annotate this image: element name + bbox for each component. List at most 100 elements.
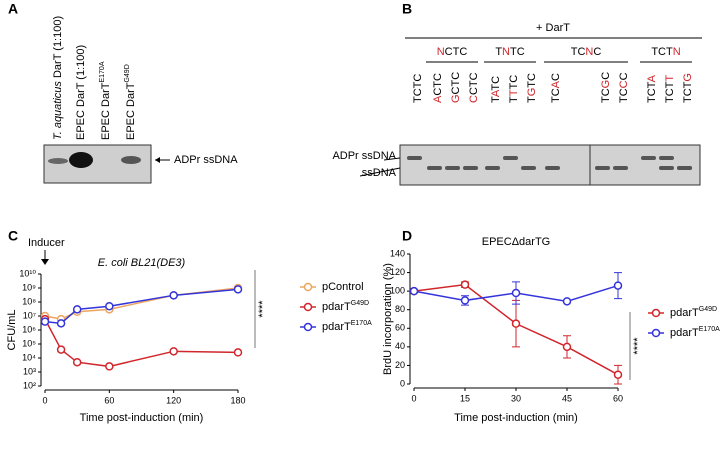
x-axis-label: Time post-induction (min) <box>80 412 204 424</box>
panel-letter: D <box>402 228 412 244</box>
gel-band <box>121 156 141 164</box>
gel-band <box>659 156 674 160</box>
y-tick-label: 10⁷ <box>23 310 36 320</box>
arrow <box>359 167 401 177</box>
x-tick-label: 60 <box>613 393 623 403</box>
data-point <box>409 286 419 296</box>
y-tick-label: 10² <box>23 380 36 390</box>
data-point <box>233 285 243 294</box>
y-axis-label: BrdU incorporation (%) <box>382 263 394 375</box>
y-tick-label: 60 <box>395 323 405 333</box>
legend-marker <box>651 328 661 338</box>
data-point <box>56 345 66 354</box>
y-tick-label: 40 <box>395 341 405 351</box>
group-label: TCTN <box>651 46 680 58</box>
y-tick-label: 10⁶ <box>22 324 36 334</box>
legend-sup: E170A <box>699 326 720 333</box>
gel-band <box>613 166 628 170</box>
gel <box>43 144 152 184</box>
y-tick-label: 20 <box>395 360 405 370</box>
gel <box>399 144 701 186</box>
y-tick-label: 10¹⁰ <box>19 268 36 278</box>
x-tick-label: 15 <box>460 393 470 403</box>
legend-sup: G49D <box>351 300 369 307</box>
gel-band <box>69 152 93 168</box>
lane-label: TCTA <box>646 74 658 103</box>
gel-band <box>463 166 478 170</box>
data-point <box>460 296 470 305</box>
lane-label: GCTC <box>450 72 462 103</box>
chart-title: E. coli BL21(DE3) <box>98 257 186 269</box>
y-tick-label: 100 <box>390 286 405 296</box>
gel-band <box>503 156 518 160</box>
data-point <box>562 342 572 352</box>
data-point <box>511 319 521 328</box>
lane-label-text: EPEC DarT <box>100 82 112 140</box>
legend-name: pControl <box>322 281 364 293</box>
lane-label: TTTC <box>508 75 520 103</box>
gel-band <box>521 166 536 170</box>
x-tick-label: 30 <box>511 393 521 403</box>
legend-entry: pdarTE170A <box>670 326 720 339</box>
x-tick-label: 0 <box>411 393 416 403</box>
data-point <box>233 348 243 357</box>
lane-label: EPEC DarT (1:100) <box>75 45 87 140</box>
panel-letter: A <box>8 1 18 17</box>
legend-name: pdarT <box>322 301 351 313</box>
lane-label-sup: G49D <box>124 64 131 82</box>
legend-marker <box>303 322 313 332</box>
gel-band <box>595 166 610 170</box>
gel-band <box>641 156 656 160</box>
legend-marker <box>303 302 313 312</box>
lane-label: TCCC <box>618 72 630 103</box>
lane-label: TATC <box>490 76 502 103</box>
x-tick-label: 45 <box>562 393 572 403</box>
significance: **** <box>257 300 269 318</box>
data-point <box>169 291 178 300</box>
gel-band <box>48 158 68 164</box>
annotation: Inducer <box>28 237 65 249</box>
gel-band <box>407 156 422 160</box>
legend-sup: G49D <box>699 306 717 313</box>
legend-entry: pdarTE170A <box>322 320 372 333</box>
data-point <box>169 347 178 356</box>
lane-label: CCTC <box>468 72 480 103</box>
lane-label: TCTC <box>412 74 424 103</box>
gel-band <box>427 166 442 170</box>
legend-entry: pdarTG49D <box>322 300 369 313</box>
data-point <box>613 281 623 290</box>
chart-title: EPECΔdarTG <box>482 236 550 248</box>
x-tick-label: 60 <box>104 395 114 405</box>
x-tick-label: 180 <box>230 395 245 405</box>
legend-marker <box>651 308 661 318</box>
y-tick-label: 120 <box>390 267 405 277</box>
lane-label: ACTC <box>432 73 444 103</box>
lane-label-text: DarT (1:100) <box>52 16 64 81</box>
gel-band <box>485 166 500 170</box>
legend-entry: pdarTG49D <box>670 306 717 319</box>
panel-letter: C <box>8 228 18 244</box>
x-axis-label: Time post-induction (min) <box>454 412 578 424</box>
arrow-head <box>155 157 160 163</box>
annotation-arrowhead <box>41 259 49 265</box>
lane-label: TCGC <box>600 72 612 103</box>
legend-name: pdarT <box>322 321 351 333</box>
band-label: ADPr ssDNA <box>174 154 238 166</box>
legend-name: pdarT <box>670 327 699 339</box>
legend-entry: pControl <box>322 281 364 293</box>
y-tick-label: 10⁹ <box>22 282 36 292</box>
lane-label: TGTC <box>526 73 538 103</box>
gel-band <box>445 166 460 170</box>
significance: **** <box>632 337 644 355</box>
y-tick-label: 10⁵ <box>22 338 36 348</box>
band-label: ADPr ssDNA <box>332 150 396 162</box>
legend-name: pdarT <box>670 307 699 319</box>
gel-band <box>659 166 674 170</box>
legend-marker <box>303 282 313 292</box>
y-tick-label: 140 <box>390 248 405 258</box>
gel-header: + DarT <box>536 22 570 34</box>
lane-label-text: EPEC DarT <box>125 82 137 140</box>
y-tick-label: 80 <box>395 304 405 314</box>
data-point <box>460 280 470 289</box>
